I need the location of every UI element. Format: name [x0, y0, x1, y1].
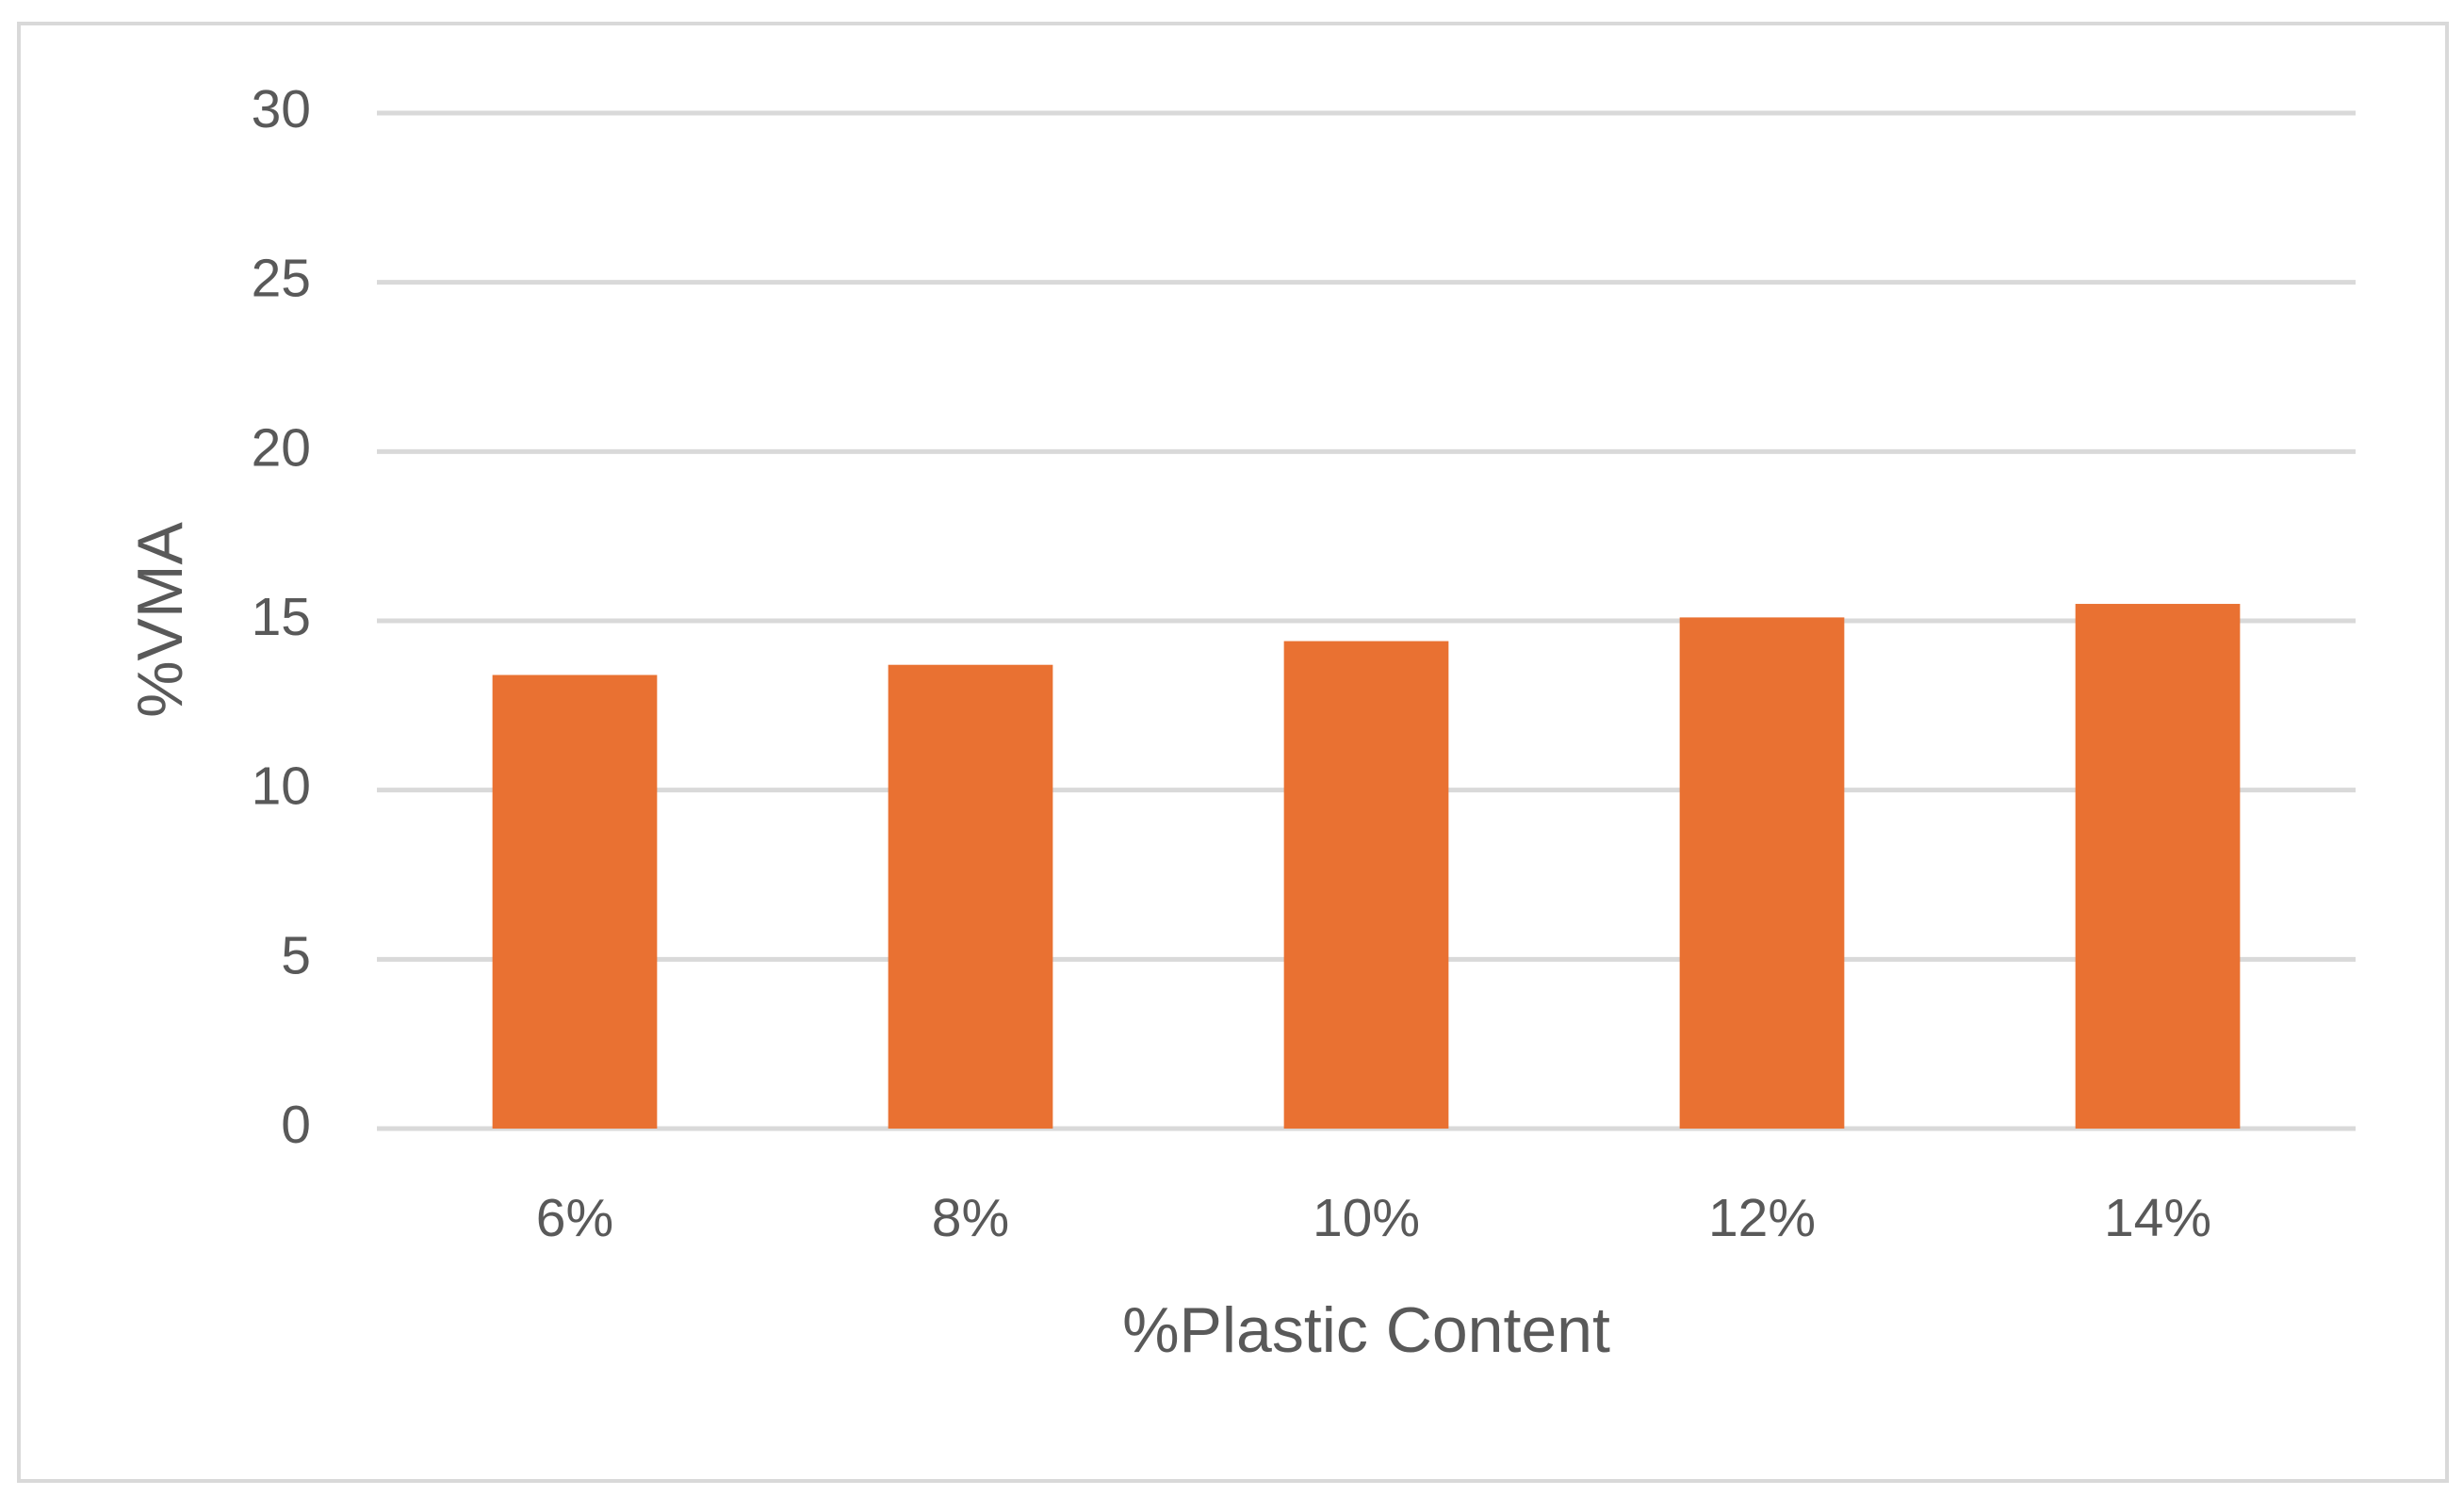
- y-tick-label: 0: [281, 1095, 311, 1155]
- y-tick-label: 10: [252, 756, 311, 817]
- bar: [1679, 617, 1845, 1129]
- x-tick-label: 8%: [932, 1188, 1009, 1248]
- chart-border: [17, 22, 2449, 1483]
- x-axis-title: %Plastic Content: [1122, 1294, 1610, 1366]
- y-axis-title: %VMA: [124, 521, 196, 717]
- x-tick-label: 14%: [2104, 1188, 2211, 1248]
- x-tick-label: 12%: [1708, 1188, 1816, 1248]
- y-tick-label: 15: [252, 587, 311, 647]
- bar: [2075, 604, 2241, 1129]
- x-tick-label: 6%: [536, 1188, 613, 1248]
- bar: [1283, 641, 1449, 1129]
- y-tick-label: 20: [252, 417, 311, 478]
- y-tick-label: 25: [252, 249, 311, 309]
- y-tick-label: 5: [281, 925, 311, 985]
- bar: [888, 664, 1053, 1129]
- y-tick-label: 30: [252, 79, 311, 139]
- x-tick-label: 10%: [1313, 1188, 1420, 1248]
- bar: [492, 675, 658, 1129]
